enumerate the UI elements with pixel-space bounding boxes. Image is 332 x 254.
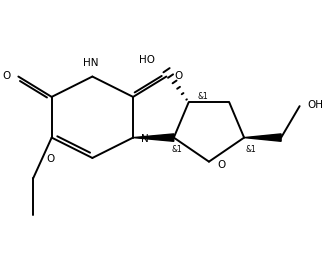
Text: HN: HN xyxy=(83,58,98,68)
Text: HO: HO xyxy=(139,54,155,64)
Text: O: O xyxy=(175,70,183,80)
Polygon shape xyxy=(133,134,174,142)
Polygon shape xyxy=(244,134,281,142)
Text: O: O xyxy=(217,159,225,169)
Text: O: O xyxy=(46,153,55,163)
Text: OH: OH xyxy=(308,100,324,110)
Text: &1: &1 xyxy=(172,145,183,154)
Text: N: N xyxy=(141,133,149,143)
Text: O: O xyxy=(2,70,10,80)
Text: &1: &1 xyxy=(198,91,208,100)
Text: &1: &1 xyxy=(246,145,257,154)
